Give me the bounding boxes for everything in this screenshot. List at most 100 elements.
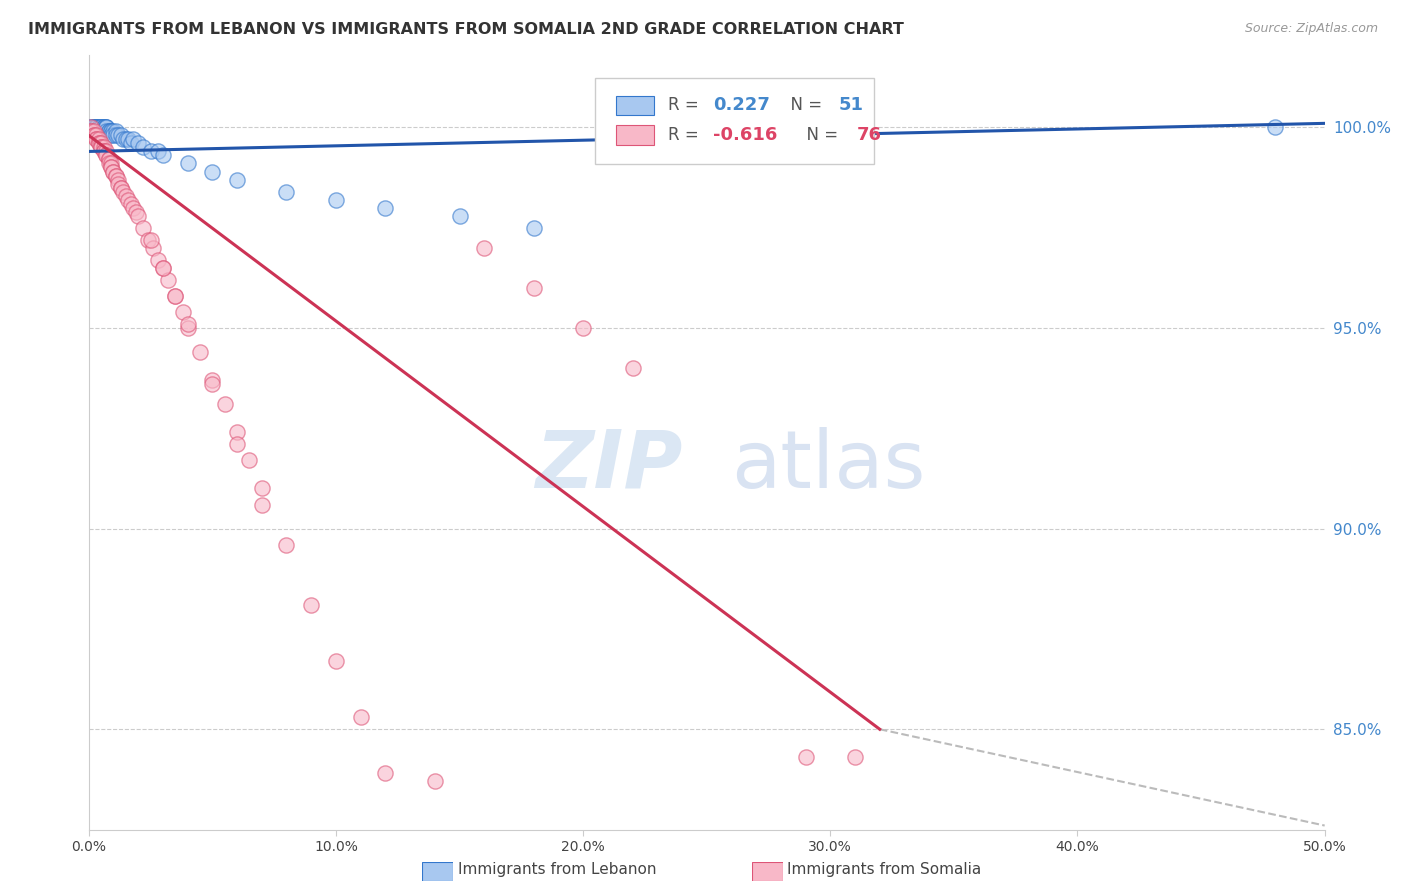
Point <box>250 498 273 512</box>
Point <box>93 140 115 154</box>
Point <box>120 136 142 151</box>
Text: 51: 51 <box>839 96 863 114</box>
Point <box>176 321 198 335</box>
Point <box>794 750 817 764</box>
Point <box>80 120 103 135</box>
Point <box>93 120 115 135</box>
Point <box>103 124 125 138</box>
Point <box>844 750 866 764</box>
Point <box>110 180 132 194</box>
Point <box>142 241 165 255</box>
Point <box>94 148 117 162</box>
Point <box>152 260 174 275</box>
Point <box>276 538 298 552</box>
Point <box>100 128 122 143</box>
Point <box>107 177 129 191</box>
Point <box>90 120 112 135</box>
Point <box>80 120 103 135</box>
Point <box>80 124 103 138</box>
Text: Source: ZipAtlas.com: Source: ZipAtlas.com <box>1244 22 1378 36</box>
Point <box>122 201 145 215</box>
Point <box>214 397 236 411</box>
Text: N =: N = <box>796 126 844 144</box>
Point <box>374 766 396 780</box>
Point <box>90 140 112 154</box>
Point <box>87 120 110 135</box>
Point <box>93 145 115 159</box>
Point <box>152 260 174 275</box>
Point <box>122 132 145 146</box>
Point <box>350 710 373 724</box>
Point <box>97 156 120 170</box>
Point <box>114 188 136 202</box>
Point <box>112 132 135 146</box>
Point <box>127 209 149 223</box>
Point <box>104 169 127 183</box>
FancyBboxPatch shape <box>596 78 873 163</box>
Point <box>110 128 132 143</box>
Point <box>83 120 105 135</box>
Point <box>523 220 546 235</box>
Point <box>472 241 495 255</box>
Point <box>120 196 142 211</box>
Point <box>94 124 117 138</box>
Text: 76: 76 <box>856 126 882 144</box>
Point <box>299 598 322 612</box>
Point <box>103 164 125 178</box>
Point <box>93 145 115 159</box>
Point <box>132 140 155 154</box>
Text: Immigrants from Lebanon: Immigrants from Lebanon <box>458 863 657 877</box>
Point <box>100 161 122 175</box>
Point <box>84 132 107 146</box>
Point <box>84 128 107 143</box>
Point <box>87 136 110 151</box>
Point <box>84 120 107 135</box>
Point <box>114 132 136 146</box>
Point <box>103 128 125 143</box>
Point <box>97 153 120 167</box>
Point <box>449 209 471 223</box>
Point <box>94 148 117 162</box>
Point <box>226 437 249 451</box>
Text: ZIP: ZIP <box>534 426 682 505</box>
Point <box>146 145 169 159</box>
Point <box>117 132 139 146</box>
Text: R =: R = <box>668 96 704 114</box>
Point <box>146 252 169 267</box>
Point <box>110 180 132 194</box>
Point <box>226 425 249 440</box>
Point <box>250 482 273 496</box>
Point <box>87 120 110 135</box>
Point <box>90 140 112 154</box>
Point <box>87 132 110 146</box>
Point <box>107 128 129 143</box>
Point <box>325 193 347 207</box>
Point <box>165 289 187 303</box>
Point <box>139 233 162 247</box>
Text: Immigrants from Somalia: Immigrants from Somalia <box>787 863 981 877</box>
Point <box>83 120 105 135</box>
Point <box>104 128 127 143</box>
Point <box>165 289 187 303</box>
Point <box>93 120 115 135</box>
Point <box>238 453 260 467</box>
Text: IMMIGRANTS FROM LEBANON VS IMMIGRANTS FROM SOMALIA 2ND GRADE CORRELATION CHART: IMMIGRANTS FROM LEBANON VS IMMIGRANTS FR… <box>28 22 904 37</box>
Point <box>94 120 117 135</box>
Point <box>374 201 396 215</box>
Point <box>93 120 115 135</box>
Point <box>97 124 120 138</box>
Point <box>84 120 107 135</box>
Point <box>100 161 122 175</box>
Point <box>90 120 112 135</box>
Point <box>117 193 139 207</box>
Point <box>276 185 298 199</box>
Point <box>188 345 211 359</box>
Point <box>423 774 446 789</box>
Text: N =: N = <box>779 96 827 114</box>
Point <box>176 156 198 170</box>
Point <box>523 281 546 295</box>
Point <box>97 153 120 167</box>
Point <box>94 120 117 135</box>
Point <box>226 172 249 186</box>
Point <box>104 124 127 138</box>
